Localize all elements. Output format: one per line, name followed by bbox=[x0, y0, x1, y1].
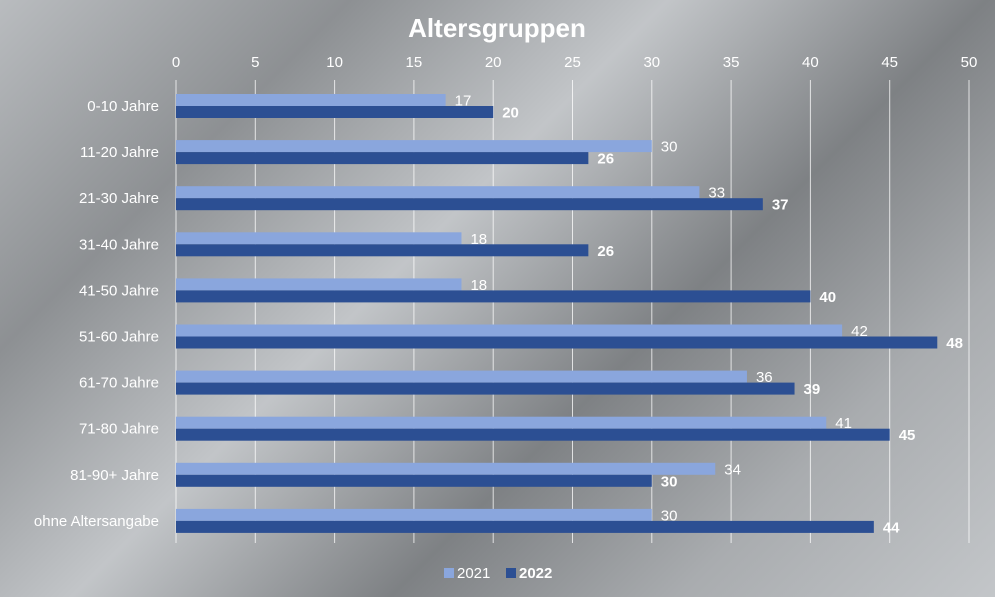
category-label: 61-70 Jahre bbox=[79, 375, 159, 392]
x-tick-label: 30 bbox=[643, 54, 660, 71]
data-label-2022: 20 bbox=[502, 105, 519, 122]
bar-2021 bbox=[176, 94, 446, 106]
x-tick-label: 20 bbox=[485, 54, 502, 71]
bar-2021 bbox=[176, 186, 700, 199]
x-tick-label: 45 bbox=[881, 54, 898, 71]
x-tick-label: 10 bbox=[326, 54, 343, 71]
bar-2022 bbox=[176, 382, 795, 395]
data-label-2022: 45 bbox=[899, 427, 916, 444]
data-label-2022: 40 bbox=[819, 289, 836, 306]
legend-label-2022: 2022 bbox=[519, 565, 552, 582]
x-axis-ticks: 0 5 10 15 20 25 30 35 40 45 50 bbox=[172, 54, 978, 71]
bar-2022 bbox=[176, 198, 763, 211]
category-label: 11-20 Jahre bbox=[80, 144, 159, 161]
x-tick-label: 40 bbox=[802, 54, 819, 71]
bar-2021 bbox=[176, 370, 747, 383]
category-labels: 0-10 Jahre 11-20 Jahre 21-30 Jahre 31-40 Ja… bbox=[34, 98, 159, 530]
data-label-2022: 37 bbox=[772, 197, 789, 214]
x-tick-label: 15 bbox=[406, 54, 423, 71]
data-label-2021: 30 bbox=[661, 507, 678, 524]
data-label-2022: 26 bbox=[597, 151, 614, 168]
data-label-2022: 39 bbox=[804, 381, 821, 398]
bar-2021 bbox=[176, 462, 716, 475]
x-tick-label: 5 bbox=[251, 54, 259, 71]
data-label-2021: 42 bbox=[851, 323, 868, 340]
bar-2021 bbox=[176, 324, 843, 337]
category-label: 41-50 Jahre bbox=[79, 282, 159, 299]
bar-2022 bbox=[176, 336, 938, 349]
data-label-2021: 18 bbox=[470, 277, 487, 294]
chart-title: Altersgruppen bbox=[408, 13, 586, 43]
data-label-2021: 34 bbox=[724, 461, 741, 478]
x-tick-label: 35 bbox=[723, 54, 740, 71]
legend: 2021 2022 bbox=[444, 565, 552, 582]
data-label-2022: 26 bbox=[597, 243, 614, 260]
bar-2021 bbox=[176, 278, 462, 291]
x-tick-label: 50 bbox=[961, 54, 978, 71]
category-label: 31-40 Jahre bbox=[79, 236, 159, 253]
bar-2022 bbox=[176, 474, 652, 487]
data-label-2021: 36 bbox=[756, 369, 773, 386]
legend-swatch-2022 bbox=[506, 568, 516, 578]
bars bbox=[176, 94, 938, 533]
data-label-2021: 17 bbox=[455, 93, 472, 110]
bar-2022 bbox=[176, 428, 890, 441]
bar-2022 bbox=[176, 152, 589, 165]
data-label-2022: 48 bbox=[946, 335, 963, 352]
data-label-2021: 18 bbox=[470, 231, 487, 248]
bar-2021 bbox=[176, 508, 652, 521]
bar-2021 bbox=[176, 416, 827, 429]
data-labels: 17 20 30 26 33 37 18 26 18 40 42 48 36 39 41 45 34 30 30 44 bbox=[455, 93, 963, 537]
x-tick-label: 25 bbox=[564, 54, 581, 71]
bar-2022 bbox=[176, 106, 494, 118]
category-label: 71-80 Jahre bbox=[79, 421, 159, 438]
data-label-2022: 30 bbox=[661, 473, 678, 490]
legend-label-2021: 2021 bbox=[457, 565, 490, 582]
bar-2022 bbox=[176, 290, 811, 303]
data-label-2021: 33 bbox=[708, 185, 725, 202]
data-label-2021: 41 bbox=[835, 415, 852, 432]
bar-2021 bbox=[176, 140, 652, 153]
x-tick-label: 0 bbox=[172, 54, 180, 71]
bar-2022 bbox=[176, 520, 874, 533]
category-label: 21-30 Jahre bbox=[79, 190, 159, 207]
category-label: 0-10 Jahre bbox=[87, 98, 159, 115]
data-label-2022: 44 bbox=[883, 519, 900, 536]
category-label: 81-90+ Jahre bbox=[70, 467, 159, 484]
data-label-2021: 30 bbox=[661, 139, 678, 156]
legend-swatch-2021 bbox=[444, 568, 454, 578]
bar-2022 bbox=[176, 244, 589, 257]
category-label: ohne Altersangabe bbox=[34, 513, 159, 530]
category-label: 51-60 Jahre bbox=[79, 329, 159, 346]
bar-2021 bbox=[176, 232, 462, 245]
